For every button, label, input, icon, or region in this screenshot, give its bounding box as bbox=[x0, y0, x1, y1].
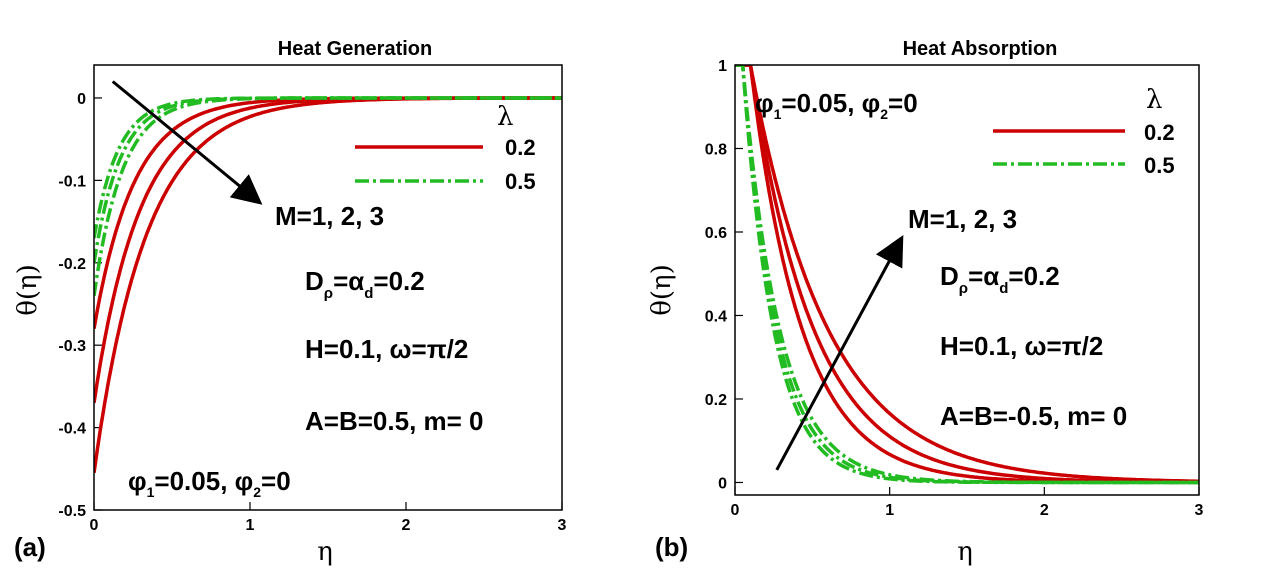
annotation-h-omega: H=0.1, ω=π/2 bbox=[305, 334, 468, 364]
legend-entry-1: 0.5 bbox=[1144, 153, 1175, 178]
series-line-2: λ=0.2, M=3 bbox=[735, 65, 1199, 483]
y-axis-label: θ(η) bbox=[13, 264, 43, 316]
y-tick-label: -0.2 bbox=[58, 256, 86, 273]
annotation-d-rho: Dρ=αd=0.2 bbox=[305, 266, 425, 302]
y-tick-label: 0.8 bbox=[705, 141, 727, 158]
x-axis-label: η bbox=[317, 537, 333, 567]
annotation-ab-m: A=B=0.5, m= 0 bbox=[305, 406, 484, 436]
x-tick-label: 2 bbox=[402, 517, 411, 534]
y-tick-label: -0.5 bbox=[58, 503, 86, 520]
y-tick-label: -0.1 bbox=[58, 173, 86, 190]
legend-title: λ bbox=[1146, 85, 1162, 115]
y-tick-label: 0.2 bbox=[705, 392, 727, 409]
y-tick-label: 0 bbox=[718, 475, 727, 492]
axis-ticks: 0 1 2 3 0 -0.1 -0.2 -0.3 -0.4 -0.5 bbox=[58, 91, 566, 534]
series-line-4: λ=0.5, M=2 bbox=[94, 96, 562, 264]
legend-entry-0: 0.2 bbox=[1144, 120, 1175, 145]
x-tick-label: 3 bbox=[558, 517, 567, 534]
y-axis-label: θ(η) bbox=[647, 264, 677, 316]
x-tick-label: 0 bbox=[90, 517, 99, 534]
x-tick-label: 1 bbox=[246, 517, 255, 534]
y-tick-label: 0.6 bbox=[705, 225, 727, 242]
plot-frame bbox=[93, 64, 563, 511]
panel-label: (a) bbox=[14, 532, 46, 562]
panel-b: Heat Absorption 0 1 2 3 0 0.2 0.4 0.6 0.8 1 λ=0.2… bbox=[647, 38, 1204, 567]
axis-ticks: 0 1 2 3 0 0.2 0.4 0.6 0.8 1 bbox=[705, 58, 1204, 519]
arrow-label: M=1, 2, 3 bbox=[908, 204, 1017, 234]
annotation-phi: φ1=0.05, φ2=0 bbox=[755, 88, 918, 122]
y-tick-label: -0.4 bbox=[58, 421, 86, 438]
annotation-phi: φ1=0.05, φ2=0 bbox=[128, 466, 291, 500]
m-increase-arrow bbox=[775, 235, 904, 471]
chart-title: Heat Generation bbox=[278, 38, 432, 60]
arrow-label: M=1, 2, 3 bbox=[275, 201, 384, 231]
x-tick-label: 1 bbox=[885, 502, 894, 519]
y-tick-label: 1 bbox=[718, 58, 727, 75]
chart-title: Heat Absorption bbox=[903, 38, 1058, 60]
m-increase-arrow bbox=[111, 80, 263, 205]
legend-entry-0: 0.2 bbox=[505, 135, 536, 160]
x-axis-label: η bbox=[957, 537, 973, 567]
series-line-3: λ=0.5, M=1 bbox=[94, 96, 562, 239]
series-line-5: λ=0.5, M=3 bbox=[735, 65, 1199, 485]
panel-label: (b) bbox=[655, 532, 688, 562]
y-tick-label: -0.3 bbox=[58, 338, 86, 355]
y-tick-label: 0.4 bbox=[705, 308, 727, 325]
annotation-h-omega: H=0.1, ω=π/2 bbox=[940, 331, 1103, 361]
plot-frame bbox=[734, 64, 1200, 496]
x-tick-label: 0 bbox=[731, 502, 740, 519]
annotation-ab-m: A=B=-0.5, m= 0 bbox=[940, 401, 1127, 431]
x-tick-label: 3 bbox=[1195, 502, 1204, 519]
legend-entry-1: 0.5 bbox=[505, 169, 536, 194]
annotation-d-rho: Dρ=αd=0.2 bbox=[940, 261, 1060, 297]
series-group: λ=0.2, M=1λ=0.2, M=2λ=0.2, M=3λ=0.5, M=1… bbox=[735, 65, 1199, 485]
panel-a: Heat Generation 0 1 2 3 0 -0.1 -0.2 -0.3 -0.4 -0.… bbox=[13, 38, 567, 567]
legend-title: λ bbox=[497, 102, 513, 132]
x-tick-label: 2 bbox=[1040, 502, 1049, 519]
series-line-5: λ=0.5, M=3 bbox=[94, 96, 562, 296]
y-tick-label: 0 bbox=[77, 91, 86, 108]
